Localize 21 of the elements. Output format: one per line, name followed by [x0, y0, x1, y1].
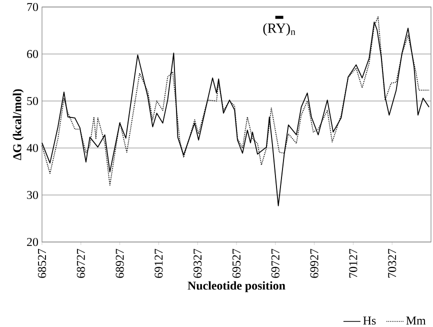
- y-axis-title: ΔG (kcal/mol): [12, 89, 24, 160]
- x-tick-label: 69127: [154, 248, 163, 278]
- x-tick-label: 68727: [76, 248, 85, 278]
- x-tick-label: 69927: [310, 248, 318, 278]
- x-tick-label: 68527: [38, 248, 46, 278]
- legend-label: Mm: [406, 316, 426, 325]
- annotation: (RY)$_{n}$: [263, 23, 296, 36]
- x-tick-label: 68927: [116, 248, 124, 278]
- y-tick-label: 60: [27, 50, 38, 58]
- y-tick-label: 30: [27, 190, 38, 200]
- x-tick-label: 69327: [194, 248, 202, 278]
- y-tick-label: 20: [27, 238, 38, 246]
- x-axis-title: Nucleotide position: [188, 281, 286, 292]
- y-tick-label: 70: [27, 2, 38, 12]
- x-tick-label: 69527: [232, 248, 241, 278]
- legend-label: Hs: [363, 316, 376, 325]
- y-tick-label: 50: [27, 96, 38, 106]
- x-tick-label: 69727: [271, 248, 280, 278]
- x-tick-label: 70327: [388, 248, 396, 278]
- y-tick-label: 40: [26, 144, 38, 152]
- x-tick-label: 70127: [349, 248, 358, 278]
